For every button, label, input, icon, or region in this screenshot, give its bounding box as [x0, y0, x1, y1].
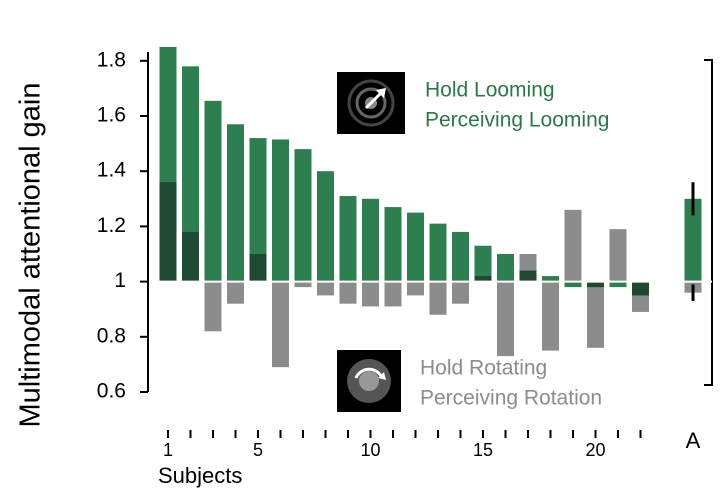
y-tick-label: 1.6: [97, 104, 126, 127]
y-axis-title: Multimodal attentional gain: [15, 83, 47, 428]
rotation-bar: [384, 281, 402, 307]
rotation-bar: [227, 281, 244, 304]
overlap-bar: [159, 182, 177, 282]
legend-label: Hold Rotating: [420, 357, 547, 380]
overlap-bar: [474, 276, 492, 282]
overlap-bar: [519, 270, 537, 282]
x-axis-title: Subjects: [158, 463, 242, 488]
looming-bar: [564, 281, 582, 288]
looming-bar: [684, 198, 702, 282]
legend-label: Hold Looming: [425, 79, 555, 102]
x-tick-label: 15: [473, 440, 493, 460]
x-tick-label: 10: [360, 440, 380, 460]
rotation-bar: [452, 281, 469, 304]
overlap-bar: [249, 254, 267, 282]
rotation-bar: [564, 209, 582, 282]
right-bracket: [704, 59, 713, 386]
x-tick-label: 5: [253, 440, 263, 460]
looming-bar: [362, 198, 379, 282]
overlap-bar: [632, 281, 649, 296]
looming-bar: [294, 149, 312, 282]
rotation-icon: [337, 350, 401, 412]
y-tick-label: 0.8: [97, 324, 126, 347]
y-tick-label: 1.4: [97, 159, 127, 182]
looming-bar: [227, 124, 244, 282]
rotation-bar: [204, 281, 222, 332]
rotation-bar: [272, 281, 289, 368]
looming-bar: [609, 281, 627, 288]
looming-bar: [407, 212, 424, 282]
y-tick-label: 1.8: [97, 48, 126, 71]
looming-bar: [204, 100, 222, 282]
rotation-bar: [407, 281, 424, 296]
x-tick-label: 1: [163, 440, 173, 460]
rotation-bar: [317, 281, 334, 296]
rotation-bar: [542, 281, 559, 351]
looming-bar: [542, 276, 559, 282]
looming-bar: [497, 254, 514, 282]
looming-bar: [429, 223, 447, 282]
looming-bar: [317, 171, 334, 282]
looming-bar: [452, 231, 469, 282]
looming-bar: [339, 196, 357, 282]
looming-bar: [182, 66, 199, 282]
looming-bar: [272, 139, 289, 282]
legend-label: Perceiving Rotation: [420, 387, 602, 410]
legend-label: Perceiving Looming: [425, 109, 609, 132]
overlap-bar: [587, 281, 604, 288]
x-tick-label: 20: [585, 440, 605, 460]
looming-bar: [249, 138, 267, 282]
rotation-bar: [362, 281, 379, 307]
rotation-bar: [497, 281, 514, 357]
rotation-bar: [587, 281, 604, 348]
looming-bar: [384, 207, 402, 282]
rotation-bar: [609, 229, 627, 282]
y-tick-label: 1.2: [97, 214, 126, 237]
looming-icon: [337, 72, 405, 134]
y-tick-label: 1: [114, 269, 126, 292]
x-tick-label: A: [686, 428, 701, 453]
looming-bar: [474, 245, 492, 282]
rotation-bar: [339, 281, 357, 304]
rotation-bar: [294, 281, 312, 288]
rotation-bar: [429, 281, 447, 315]
overlap-bar: [182, 231, 199, 282]
y-tick-label: 0.6: [97, 380, 126, 403]
